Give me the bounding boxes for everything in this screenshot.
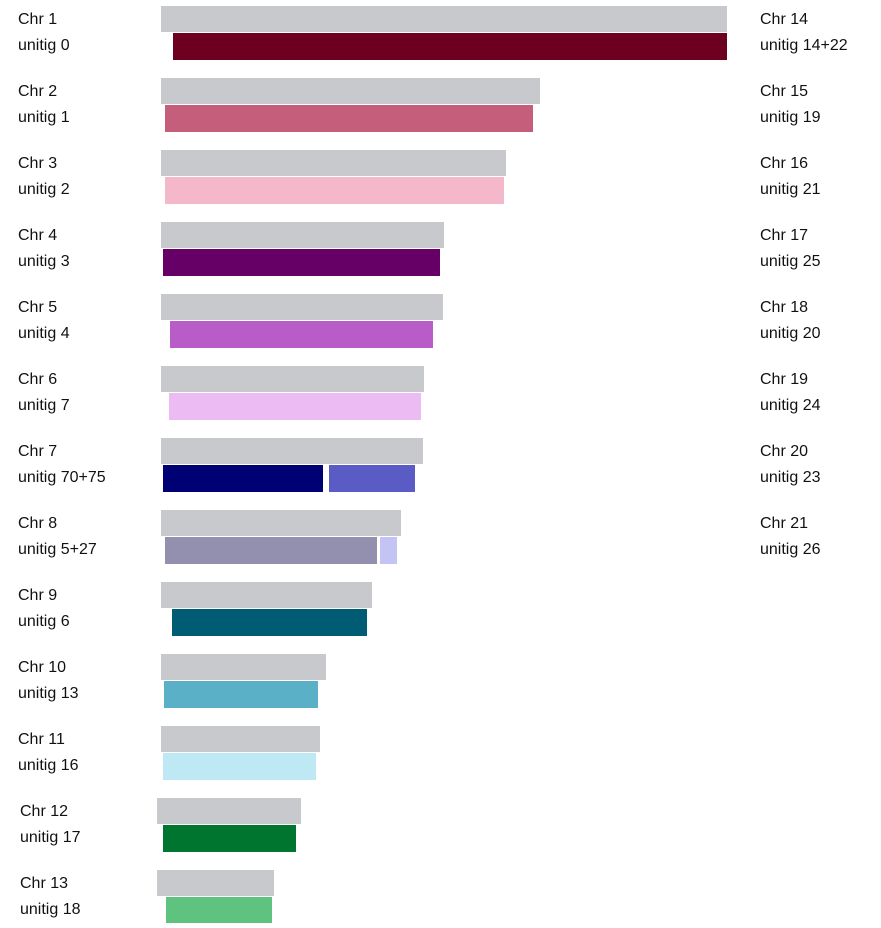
chromosome-label: Chr 8 (18, 515, 57, 532)
unitig-bar (173, 33, 727, 60)
chromosome-bar (161, 366, 424, 392)
chromosome-bar (161, 582, 372, 608)
chromosome-label: Chr 2 (18, 83, 57, 100)
chromosome-label: Chr 20 (760, 443, 808, 460)
chromosome-label: Chr 5 (18, 299, 57, 316)
chromosome-label: Chr 17 (760, 227, 808, 244)
chromosome-label: Chr 21 (760, 515, 808, 532)
unitig-bar (165, 537, 377, 564)
chromosome-bar (161, 150, 506, 176)
unitig-bar (165, 105, 533, 132)
chromosome-bar (161, 726, 320, 752)
unitig-bar (163, 249, 440, 276)
chromosome-label: Chr 18 (760, 299, 808, 316)
unitig-label: unitig 24 (760, 397, 821, 414)
chromosome-label: Chr 3 (18, 155, 57, 172)
unitig-bar (172, 609, 367, 636)
unitig-label: unitig 5+27 (18, 541, 97, 558)
chromosome-label: Chr 19 (760, 371, 808, 388)
chromosome-label: Chr 16 (760, 155, 808, 172)
unitig-bar (169, 393, 421, 420)
chromosome-bar (161, 438, 423, 464)
unitig-bar (380, 537, 397, 564)
unitig-label: unitig 2 (18, 181, 70, 198)
chromosome-label: Chr 1 (18, 11, 57, 28)
unitig-label: unitig 16 (18, 757, 79, 774)
unitig-label: unitig 1 (18, 109, 70, 126)
chromosome-label: Chr 7 (18, 443, 57, 460)
chromosome-bar (157, 798, 301, 824)
chromosome-bar (161, 78, 540, 104)
unitig-label: unitig 4 (18, 325, 70, 342)
unitig-label: unitig 3 (18, 253, 70, 270)
chromosome-label: Chr 13 (20, 875, 68, 892)
chromosome-bar (157, 870, 274, 896)
chromosome-label: Chr 11 (18, 731, 65, 748)
unitig-label: unitig 13 (18, 685, 79, 702)
unitig-label: unitig 17 (20, 829, 81, 846)
chromosome-label: Chr 9 (18, 587, 57, 604)
chromosome-label: Chr 10 (18, 659, 66, 676)
unitig-label: unitig 6 (18, 613, 70, 630)
unitig-bar (170, 321, 433, 348)
chromosome-bar (161, 222, 444, 248)
unitig-bar (166, 897, 272, 924)
unitig-bar (164, 681, 318, 708)
chromosome-label: Chr 12 (20, 803, 68, 820)
chromosome-bar (161, 510, 401, 536)
unitig-label: unitig 70+75 (18, 469, 106, 486)
unitig-label: unitig 26 (760, 541, 821, 558)
chromosome-label: Chr 6 (18, 371, 57, 388)
unitig-bar (163, 465, 323, 492)
chromosome-label: Chr 14 (760, 11, 808, 28)
unitig-bar (163, 753, 316, 780)
chromosome-bar (161, 6, 727, 32)
chromosome-label: Chr 15 (760, 83, 808, 100)
unitig-bar (163, 825, 296, 852)
unitig-label: unitig 25 (760, 253, 821, 270)
unitig-label: unitig 7 (18, 397, 70, 414)
unitig-label: unitig 18 (20, 901, 81, 918)
unitig-label: unitig 14+22 (760, 37, 848, 54)
chromosome-bar (161, 294, 443, 320)
unitig-label: unitig 0 (18, 37, 70, 54)
unitig-bar (329, 465, 415, 492)
unitig-label: unitig 21 (760, 181, 821, 198)
chromosome-bar (161, 654, 326, 680)
chromosome-label: Chr 4 (18, 227, 57, 244)
unitig-bar (165, 177, 504, 204)
unitig-label: unitig 19 (760, 109, 821, 126)
unitig-label: unitig 23 (760, 469, 821, 486)
unitig-label: unitig 20 (760, 325, 821, 342)
